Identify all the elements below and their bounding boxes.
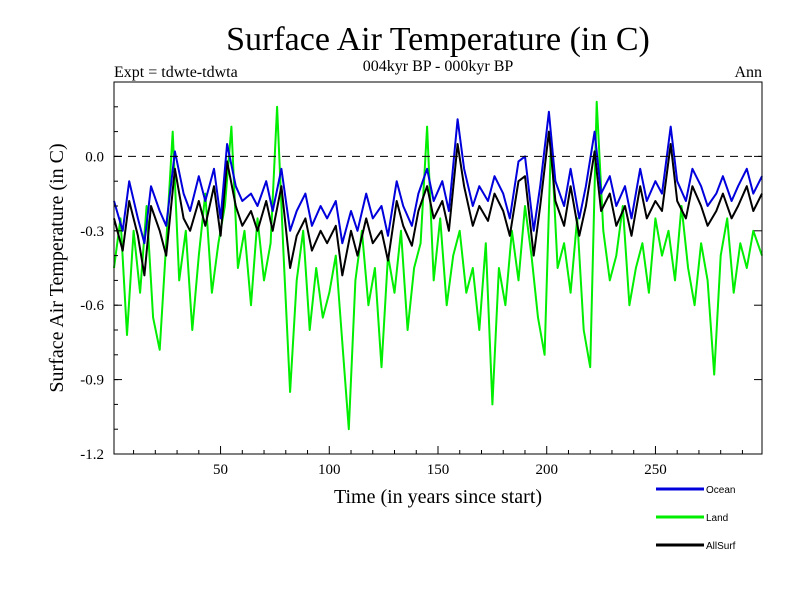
y-tick-label: -0.3 [80,224,104,240]
chart-title: Surface Air Temperature (in C) [226,21,650,58]
y-tick-label: -0.6 [80,298,104,314]
x-tick-label: 100 [318,462,341,478]
plot-area [113,81,763,455]
legend-label-land: Land [706,513,728,524]
series-line-land [113,100,763,431]
x-tick-label: 200 [535,462,558,478]
expt-label: Expt = tdwte-tdwta [114,64,238,81]
y-axis: 0.0 -0.3 -0.6 -0.9 -1.2 [80,106,762,463]
legend: Ocean Land AllSurf [656,485,736,552]
x-tick-label: 50 [213,462,228,478]
series-line-allsurf [113,130,763,277]
y-tick-label: -1.2 [80,447,104,463]
y-axis-label: Surface Air Temperature (in C) [46,143,68,392]
season-label: Ann [734,64,762,81]
x-tick-label: 250 [644,462,667,478]
x-axis: 50 100 150 200 250 [133,446,743,478]
chart-subtitle: 004kyr BP - 000kyr BP [363,58,514,75]
series-layer [113,100,763,431]
series-line-ocean [113,110,763,245]
x-axis-label: Time (in years since start) [334,486,542,508]
x-tick-label: 150 [427,462,450,478]
legend-label-allsurf: AllSurf [706,541,736,552]
y-tick-label: -0.9 [80,373,104,389]
y-tick-label: 0.0 [85,149,104,165]
legend-label-ocean: Ocean [706,485,735,496]
